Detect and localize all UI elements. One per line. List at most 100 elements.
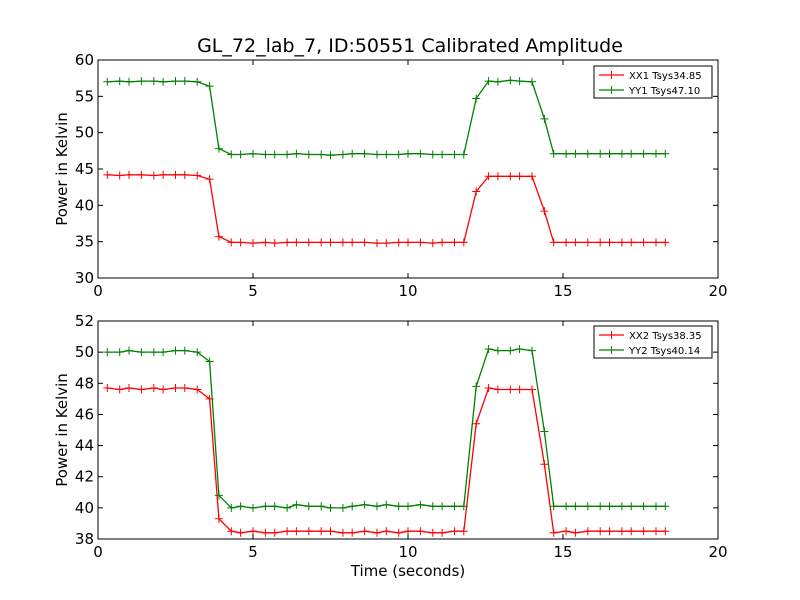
data-point — [348, 502, 357, 511]
data-point — [180, 170, 189, 179]
data-point — [484, 77, 493, 86]
y-tick-label: 46 — [75, 405, 94, 423]
data-point — [270, 150, 279, 159]
data-point — [438, 528, 447, 537]
data-point — [583, 502, 592, 511]
y-tick-label: 55 — [75, 87, 94, 105]
data-point — [661, 238, 670, 247]
data-point — [338, 150, 347, 159]
data-point — [493, 77, 502, 86]
legend-label: XX2 Tsys38.35 — [629, 331, 702, 342]
data-point — [394, 502, 403, 511]
data-point — [472, 419, 481, 428]
x-tick-label: 15 — [553, 543, 572, 561]
y-tick-label: 60 — [75, 51, 94, 69]
data-point — [125, 77, 133, 86]
data-point — [506, 385, 515, 394]
data-point — [438, 238, 447, 247]
y-axis-label: Power in Kelvin — [53, 373, 71, 487]
data-point — [304, 150, 313, 159]
data-point — [236, 238, 245, 247]
data-point — [227, 150, 236, 159]
data-point — [261, 528, 270, 537]
data-point — [549, 238, 558, 247]
data-point — [540, 427, 549, 436]
data-point — [292, 238, 301, 247]
data-point — [348, 528, 357, 537]
x-tick-label: 15 — [553, 282, 572, 300]
data-point — [528, 385, 536, 394]
data-point — [180, 346, 189, 355]
data-point — [450, 150, 459, 159]
data-point — [125, 383, 133, 392]
data-point — [304, 238, 313, 247]
data-point — [149, 348, 158, 357]
data-point — [639, 502, 648, 511]
data-point — [617, 238, 626, 247]
data-point — [214, 144, 223, 153]
data-point — [214, 232, 223, 241]
data-point — [562, 527, 571, 536]
data-point — [249, 527, 257, 536]
data-point — [373, 528, 381, 537]
data-point — [484, 383, 493, 392]
data-point — [472, 382, 481, 391]
data-point — [317, 502, 326, 511]
data-point — [428, 502, 437, 511]
data-point — [125, 170, 133, 179]
y-tick-label: 44 — [75, 437, 94, 455]
data-point — [506, 346, 515, 355]
data-point — [506, 172, 515, 181]
legend-marker — [607, 71, 616, 79]
x-tick-label: 0 — [93, 543, 103, 561]
data-point — [171, 346, 180, 355]
x-tick-label: 20 — [708, 282, 727, 300]
data-point — [214, 514, 223, 523]
legend-box — [593, 325, 713, 359]
data-point — [205, 357, 214, 366]
data-point — [652, 238, 660, 247]
data-point — [639, 238, 648, 247]
data-point — [227, 238, 236, 247]
y-tick-label: 50 — [75, 343, 94, 361]
data-point — [549, 528, 558, 537]
x-tick-label: 10 — [398, 543, 417, 561]
data-point — [661, 502, 670, 511]
data-point — [103, 348, 112, 357]
data-point — [472, 94, 481, 103]
data-point — [261, 238, 270, 247]
y-tick-label: 52 — [75, 312, 94, 330]
data-point — [428, 239, 437, 248]
y-tick-label: 35 — [75, 233, 94, 251]
data-point — [428, 528, 437, 537]
data-point — [617, 527, 626, 536]
x-tick-label: 20 — [708, 543, 727, 561]
data-point — [583, 238, 592, 247]
data-point — [617, 502, 626, 511]
legend-label: XX1 Tsys34.85 — [629, 71, 702, 82]
y-tick-label: 45 — [75, 160, 94, 178]
data-point — [137, 77, 146, 86]
data-point — [459, 502, 468, 511]
data-point — [661, 527, 670, 536]
data-point — [338, 528, 347, 537]
data-point — [304, 502, 313, 511]
data-point — [249, 239, 257, 248]
data-point — [292, 527, 301, 536]
data-point — [103, 383, 112, 392]
data-point — [317, 150, 326, 159]
data-point — [605, 527, 614, 536]
data-point — [515, 172, 524, 181]
data-point — [416, 527, 425, 536]
y-tick-label: 48 — [75, 374, 94, 392]
data-point — [571, 238, 580, 247]
data-point — [528, 346, 536, 355]
data-point — [171, 77, 180, 86]
data-point — [193, 77, 202, 86]
data-point — [115, 348, 124, 357]
data-point — [493, 172, 502, 181]
data-point — [326, 503, 335, 512]
y-tick-label: 40 — [75, 499, 94, 517]
data-point — [652, 149, 660, 158]
data-point — [416, 238, 425, 247]
